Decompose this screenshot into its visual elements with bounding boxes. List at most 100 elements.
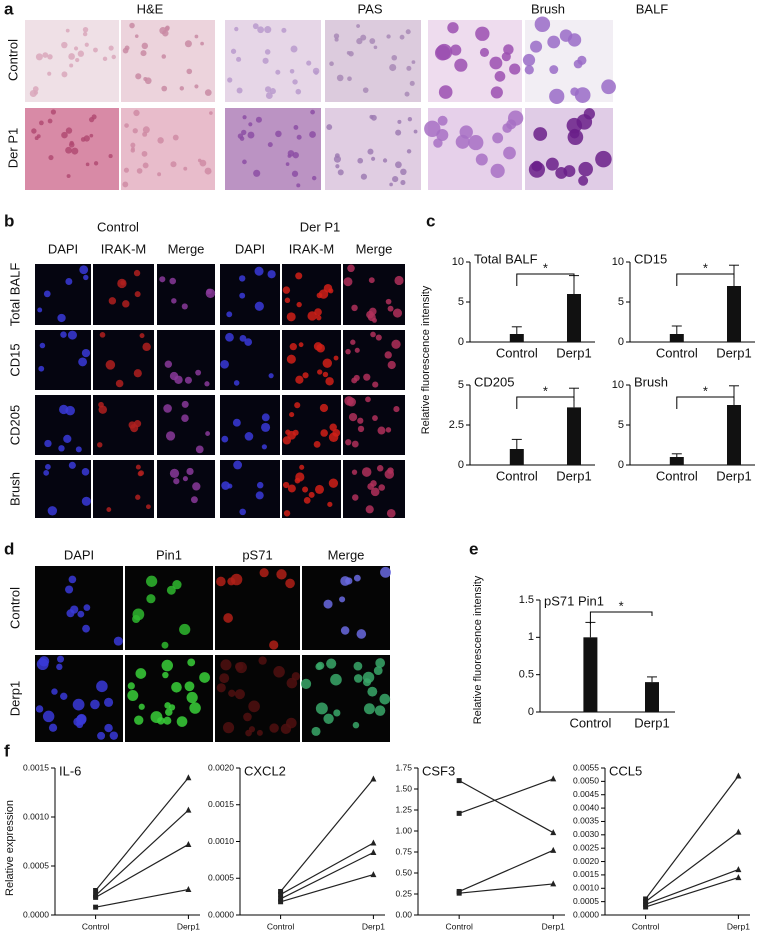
cell (264, 49, 271, 55)
cell (171, 298, 177, 304)
cell (289, 69, 295, 74)
chart-title: pS71 Pin1 (544, 593, 604, 608)
cell (436, 43, 453, 61)
cell (120, 280, 126, 286)
x-tick-label: Control (445, 921, 473, 931)
bar (669, 334, 684, 342)
cell (127, 682, 135, 690)
cell (122, 181, 129, 188)
cell (47, 506, 58, 516)
cell (221, 435, 229, 443)
x-tick-label: Control (82, 921, 110, 931)
cell (294, 402, 301, 409)
x-tick-label: Derp1 (556, 345, 591, 360)
cell (163, 404, 172, 413)
cell (346, 397, 357, 407)
cell (479, 47, 490, 57)
cell (69, 63, 74, 68)
cell (108, 154, 113, 159)
cell (351, 469, 358, 475)
x-tick-label: Derp1 (727, 921, 750, 931)
cell (313, 440, 321, 448)
cell (365, 396, 371, 403)
cell (365, 505, 374, 514)
cell (337, 169, 344, 176)
cell (89, 133, 94, 138)
row-label: Relative expression (4, 800, 16, 896)
cell (433, 138, 443, 148)
cell (145, 504, 151, 510)
micrograph (93, 264, 154, 325)
marker (643, 901, 649, 907)
cell (405, 29, 411, 35)
cell (236, 87, 243, 94)
cell (233, 380, 240, 386)
cell (115, 379, 124, 388)
cell (578, 161, 593, 177)
cell (302, 486, 309, 493)
cell (48, 154, 54, 161)
cell (384, 351, 392, 359)
y-tick-label: 0.0005 (23, 860, 49, 870)
cell (450, 44, 462, 56)
cell (65, 146, 72, 154)
marker (456, 890, 462, 896)
cell (109, 731, 119, 740)
cell (353, 674, 363, 683)
bar (727, 286, 741, 342)
cell (43, 290, 51, 298)
cell (130, 142, 136, 148)
cell (82, 624, 90, 633)
micrograph (215, 566, 300, 650)
cell (245, 729, 252, 737)
cell (254, 266, 264, 276)
cell (323, 599, 333, 609)
cell (492, 132, 504, 144)
panel-letter: e (469, 539, 478, 558)
micrograph (225, 108, 321, 190)
cell (123, 167, 130, 173)
cell (330, 673, 342, 686)
cell (333, 709, 341, 717)
cell (289, 412, 295, 418)
cell (264, 86, 272, 93)
cell (317, 369, 323, 375)
cell (400, 180, 406, 186)
cell (60, 692, 68, 700)
cell (99, 332, 106, 338)
cell (334, 37, 339, 42)
cell (65, 585, 74, 594)
cell (68, 575, 77, 584)
cell (578, 175, 589, 186)
cell (323, 713, 334, 724)
cell (75, 714, 87, 725)
cell (406, 149, 412, 154)
cell (327, 501, 333, 507)
cell (389, 182, 393, 187)
cell (161, 85, 168, 92)
cell (352, 494, 359, 501)
significance-bracket (676, 396, 735, 409)
cell (157, 172, 162, 177)
x-tick-label: Control (632, 921, 660, 931)
subject-line (280, 842, 374, 895)
cell (161, 641, 169, 649)
marker (278, 896, 284, 902)
bar (645, 682, 659, 712)
cell (261, 422, 271, 432)
cell (286, 677, 298, 689)
cell (509, 63, 521, 75)
micrograph (35, 460, 91, 518)
cell (35, 705, 44, 713)
column-label: DAPI (48, 241, 78, 256)
cell (346, 51, 351, 55)
cell (230, 573, 243, 586)
cell (343, 277, 353, 287)
marker (185, 886, 192, 893)
y-tick-label: 0.0015 (23, 762, 49, 772)
cell (362, 87, 369, 93)
cell (407, 116, 413, 122)
cell (227, 77, 233, 83)
cell (409, 80, 415, 86)
marker (643, 896, 649, 902)
